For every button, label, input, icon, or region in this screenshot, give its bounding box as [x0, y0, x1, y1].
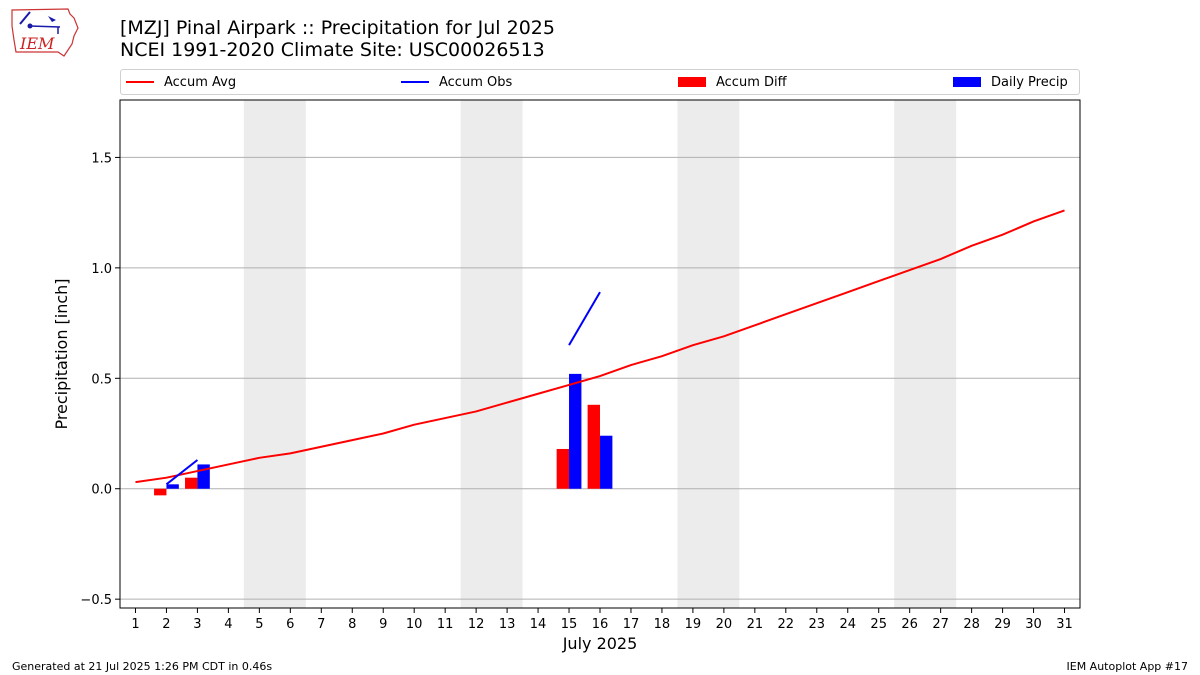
x-tick-label: 15 [561, 617, 578, 632]
daily-precip-bar [600, 435, 613, 489]
accum-diff-bar [587, 404, 600, 489]
chart-title-line2: NCEI 1991-2020 Climate Site: USC00026513 [120, 39, 545, 61]
accum-obs-line [568, 291, 601, 346]
x-tick-label: 27 [932, 617, 949, 632]
x-tick-label: 12 [468, 617, 485, 632]
x-tick-label: 5 [255, 617, 263, 632]
y-axis-label: Precipitation [inch] [52, 278, 71, 429]
x-tick-label: 26 [901, 617, 918, 632]
y-tick-label: 0.5 [91, 372, 112, 387]
x-tick-label: 8 [348, 617, 356, 632]
legend-item-accum-obs: Accum Obs [401, 70, 512, 94]
legend-label-accum-avg: Accum Avg [164, 74, 237, 90]
chart-title: [MZJ] Pinal Airpark :: Precipitation for… [120, 17, 555, 61]
weekend-band [243, 100, 306, 608]
legend-item-daily-precip: Daily Precip [953, 70, 1068, 94]
legend-swatch-accum-avg [126, 81, 154, 83]
x-tick-label: 28 [963, 617, 980, 632]
legend-swatch-accum-obs [401, 81, 429, 83]
x-tick-label: 10 [406, 617, 423, 632]
x-tick-label: 18 [654, 617, 671, 632]
weekend-band [677, 100, 740, 608]
x-tick-label: 30 [1025, 617, 1042, 632]
x-tick-label: 20 [716, 617, 733, 632]
chart-title-line1: [MZJ] Pinal Airpark :: Precipitation for… [120, 17, 555, 39]
x-tick-label: 19 [685, 617, 702, 632]
x-tick-label: 11 [437, 617, 454, 632]
x-tick-label: 9 [379, 617, 387, 632]
x-tick-label: 21 [747, 617, 764, 632]
x-tick-label: 1 [131, 617, 139, 632]
footer-generated: Generated at 21 Jul 2025 1:26 PM CDT in … [12, 660, 273, 673]
x-tick-label: 7 [317, 617, 325, 632]
iem-logo: IEM [11, 8, 79, 57]
y-tick-label: −0.5 [80, 593, 112, 608]
legend: Accum Avg Accum Obs Accum Diff Daily Pre… [120, 69, 1080, 95]
y-tick-label: 0.0 [91, 483, 112, 498]
footer-app-id: IEM Autoplot App #17 [1066, 660, 1189, 673]
x-tick-label: 29 [994, 617, 1011, 632]
y-tick-label: 1.0 [91, 262, 112, 277]
x-tick-label: 17 [623, 617, 640, 632]
svg-text:IEM: IEM [19, 34, 55, 53]
daily-precip-bar [569, 373, 582, 489]
x-tick-label: 6 [286, 617, 294, 632]
accum-obs-line [165, 459, 199, 486]
accum-diff-bar [154, 488, 167, 496]
legend-swatch-accum-diff [678, 77, 706, 87]
legend-item-accum-diff: Accum Diff [678, 70, 787, 94]
daily-precip-bar [166, 484, 179, 489]
legend-label-accum-obs: Accum Obs [439, 74, 513, 90]
weekend-band [460, 100, 523, 608]
x-tick-label: 31 [1056, 617, 1073, 632]
accum-avg-line [135, 209, 1065, 484]
x-tick-label: 4 [224, 617, 232, 632]
x-tick-label: 23 [809, 617, 826, 632]
weekend-band [894, 100, 957, 608]
accum-diff-bar [185, 477, 198, 489]
legend-item-accum-avg: Accum Avg [126, 70, 236, 94]
x-tick-label: 16 [592, 617, 609, 632]
x-tick-label: 25 [870, 617, 887, 632]
x-tick-label: 2 [162, 617, 170, 632]
legend-swatch-daily-precip [953, 77, 981, 87]
x-tick-label: 14 [530, 617, 547, 632]
legend-label-accum-diff: Accum Diff [716, 74, 787, 90]
accum-diff-bar [556, 448, 570, 489]
x-tick-label: 3 [193, 617, 201, 632]
y-tick-label: 1.5 [91, 151, 112, 166]
x-tick-label: 22 [778, 617, 795, 632]
legend-label-daily-precip: Daily Precip [991, 74, 1068, 90]
x-tick-label: 24 [839, 617, 856, 632]
x-axis-label: July 2025 [562, 634, 638, 653]
x-tick-label: 13 [499, 617, 516, 632]
